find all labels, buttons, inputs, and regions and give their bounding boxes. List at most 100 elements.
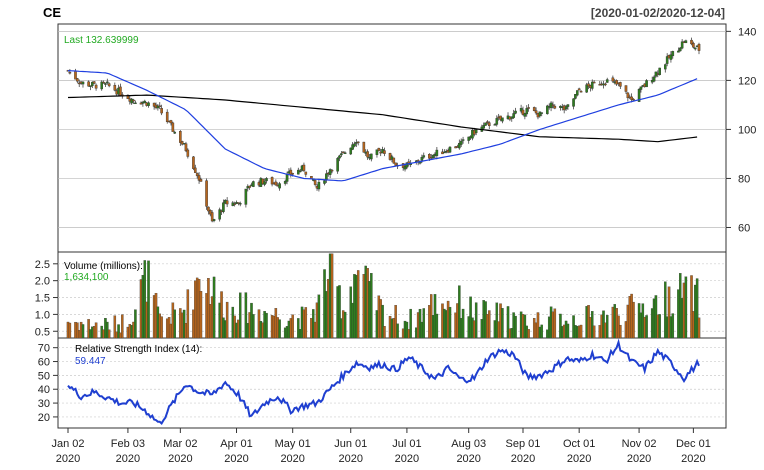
rsi-tick-label: 50 [38,370,50,382]
rsi-tick-label: 30 [38,398,50,410]
candle-body [76,78,79,82]
candle-body [678,47,682,52]
x-tick-month: May 01 [275,438,311,450]
volume-bar [474,302,478,339]
candle-body [680,41,684,49]
volume-bar [278,319,281,339]
candle-body [579,90,583,93]
candle-body [160,108,163,114]
candle-body [119,86,122,96]
candle-body [343,152,347,154]
candle-body [362,141,366,153]
candle-body [577,88,581,91]
candle-body [341,151,345,153]
candle-body [74,71,77,80]
candle-body [340,153,343,156]
candle-body [392,157,396,164]
candle-body [482,125,485,129]
candle-body [587,83,590,87]
candle-body [195,173,199,177]
candle-body [169,120,173,124]
candle-body [356,141,360,144]
candle-body [592,81,596,84]
volume-tick-label: 0.5 [35,326,50,338]
candle-body [323,180,326,184]
candle-body [278,183,281,189]
volume-bar [488,310,491,339]
candle-body [173,131,177,134]
candle-body [158,105,162,107]
volume-bar [632,301,635,339]
candle-body [639,86,643,90]
x-tick-year: 2020 [280,453,304,465]
volume-bar [383,326,386,339]
candle-body [205,180,208,207]
candle-body [514,110,517,114]
candle-body [91,81,94,86]
candle-body [304,171,308,175]
candle-body [180,141,184,145]
candle-body [428,154,431,159]
volume-bar [501,308,504,339]
candle-body [212,219,216,221]
volume-title: Volume (millions): [64,261,143,272]
candle-body [107,83,111,87]
candle-body [585,84,588,93]
volume-y-axis: 0.5 1.0 1.5 2.0 2.5 [35,259,58,338]
volume-bar [448,306,452,339]
candle-body [81,81,85,85]
candle-body [233,203,236,205]
volume-bar [304,307,308,339]
volume-bar [381,304,384,339]
candle-body [238,202,242,205]
candle-body [349,147,353,155]
volume-bar [87,319,90,339]
volume-bar [527,329,530,339]
candle-body [186,149,190,157]
volume-bar [506,306,510,339]
volume-bar [225,301,229,339]
candle-body [330,169,334,172]
candle-body [605,79,609,83]
candle-body [328,169,332,175]
candle-body [590,81,594,89]
price-panel [57,23,727,253]
candle-body [100,81,104,90]
sma-long-line [67,94,698,143]
candle-body [461,139,465,141]
volume-bar [107,329,111,339]
volume-bar [113,315,117,339]
candle-body [448,146,452,153]
price-candles [66,37,701,223]
x-tick-month: Aug 03 [451,438,486,450]
candle-body [199,179,203,182]
x-tick-month: Feb 03 [111,438,145,450]
candle-body [147,102,150,106]
candle-body [394,162,397,166]
candle-body [493,124,497,126]
volume-bar [695,278,699,339]
candle-body [270,177,274,185]
candle-body [422,155,426,158]
candle-body [546,105,549,115]
rsi-tick-label: 60 [38,357,50,369]
candle-body [525,108,529,115]
price-tick-label: 120 [738,75,756,87]
candle-body [553,105,557,109]
price-tick-label: 60 [738,222,750,234]
candle-body [684,40,688,44]
candle-body [611,77,615,82]
volume-tick-label: 2.5 [35,259,50,271]
candle-body [366,151,369,158]
last-price-label: Last 132.639999 [64,35,139,46]
x-tick-year: 2020 [511,453,535,465]
candle-body [574,94,577,99]
candle-body [431,155,435,159]
candle-body [317,181,321,190]
volume-bar [469,296,472,339]
x-tick-month: Jul 01 [392,438,421,450]
candle-body [630,96,633,100]
volume-bar [566,323,570,339]
candle-body [113,85,117,91]
